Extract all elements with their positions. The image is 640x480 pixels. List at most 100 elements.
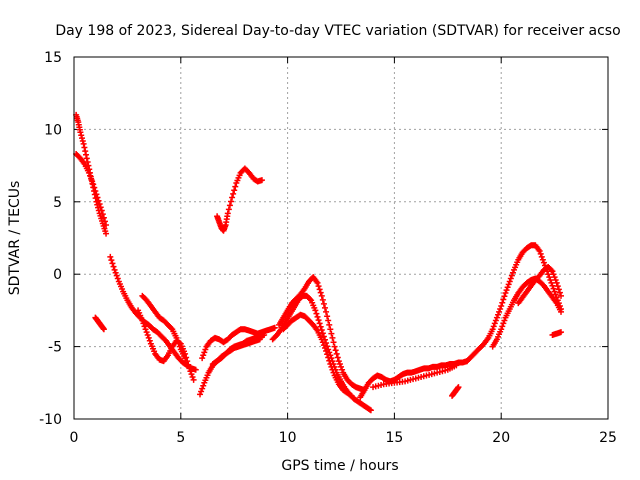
data-point — [226, 202, 233, 209]
data-point — [325, 354, 332, 361]
data-point — [103, 221, 110, 228]
y-tick-label: 15 — [44, 50, 62, 66]
data-point — [327, 360, 334, 367]
data-point — [201, 349, 208, 356]
x-tick-labels: 0 5 10 15 20 25 — [70, 430, 617, 446]
data-point — [319, 339, 326, 346]
data-point — [538, 253, 545, 260]
data-point — [492, 317, 499, 324]
data-point — [175, 340, 182, 347]
data-point — [494, 311, 501, 318]
data-point — [173, 334, 180, 341]
series-trace-13 — [280, 311, 355, 399]
data-point — [499, 323, 506, 330]
data-point — [111, 266, 118, 273]
data-point — [315, 283, 322, 290]
data-point — [503, 287, 510, 294]
series-trace-9 — [209, 336, 263, 367]
data-point — [500, 320, 507, 327]
data-point — [113, 272, 120, 279]
data-point — [335, 358, 342, 365]
data-points — [73, 111, 565, 414]
data-point — [536, 248, 543, 255]
data-point — [79, 137, 86, 144]
data-point — [85, 169, 92, 176]
data-point — [549, 282, 556, 289]
data-point — [320, 300, 327, 307]
series-trace-5 — [139, 292, 189, 362]
data-point — [323, 308, 330, 315]
data-point — [87, 172, 94, 179]
data-point — [501, 293, 508, 300]
data-point — [227, 198, 234, 205]
data-point — [92, 187, 99, 194]
series-trace-4 — [135, 307, 197, 383]
data-point — [271, 324, 278, 331]
data-point — [327, 326, 334, 333]
series-trace-14 — [357, 358, 471, 401]
data-point — [96, 200, 103, 207]
y-tick-label: 10 — [44, 122, 62, 138]
data-point — [258, 177, 265, 184]
data-point — [550, 285, 557, 292]
data-point — [339, 366, 346, 373]
series-trace-12 — [276, 274, 368, 394]
grid-lines — [74, 57, 608, 419]
data-point — [455, 384, 462, 391]
data-point — [168, 325, 175, 332]
x-tick-label: 10 — [279, 430, 297, 446]
data-point — [307, 296, 314, 303]
data-point — [508, 272, 515, 279]
data-point — [114, 275, 121, 282]
data-point — [110, 263, 117, 270]
data-point — [328, 363, 335, 370]
data-point — [77, 129, 84, 136]
data-point — [453, 362, 460, 369]
data-point — [189, 374, 196, 381]
data-point — [95, 197, 102, 204]
data-point — [174, 337, 181, 344]
data-point — [506, 278, 513, 285]
data-point — [323, 347, 330, 354]
data-point — [98, 207, 105, 214]
y-tick-label: 5 — [53, 195, 62, 211]
data-point — [539, 256, 546, 263]
data-point — [141, 323, 148, 330]
data-point — [144, 332, 151, 339]
data-point — [498, 326, 505, 333]
series-trace-3 — [107, 253, 199, 373]
data-point — [107, 253, 114, 260]
y-tick-label: -5 — [48, 340, 62, 356]
data-point — [80, 140, 87, 147]
data-point — [507, 275, 514, 282]
data-point — [186, 365, 193, 372]
data-point — [552, 291, 559, 298]
data-point — [551, 288, 558, 295]
data-point — [551, 274, 558, 281]
data-point — [79, 135, 86, 142]
data-point — [89, 178, 96, 185]
data-point — [99, 211, 106, 218]
data-point — [145, 334, 152, 341]
x-axis-label: GPS time / hours — [281, 458, 398, 474]
data-point — [103, 230, 110, 237]
series-trace-10 — [214, 165, 265, 234]
data-point — [334, 354, 341, 361]
data-point — [498, 303, 505, 310]
data-point — [554, 283, 561, 290]
data-point — [190, 376, 197, 383]
data-point — [225, 206, 232, 213]
data-point — [318, 292, 325, 299]
data-point — [548, 267, 555, 274]
data-point — [329, 334, 336, 341]
data-point — [317, 289, 324, 296]
data-point — [317, 323, 324, 330]
data-point — [182, 355, 189, 362]
data-point — [496, 308, 503, 315]
data-point — [82, 148, 89, 155]
chart-title: Day 198 of 2023, Sidereal Day-to-day VTE… — [55, 23, 620, 39]
data-point — [490, 323, 497, 330]
data-point — [231, 187, 238, 194]
series-trace-20 — [549, 329, 565, 339]
data-point — [313, 310, 320, 317]
